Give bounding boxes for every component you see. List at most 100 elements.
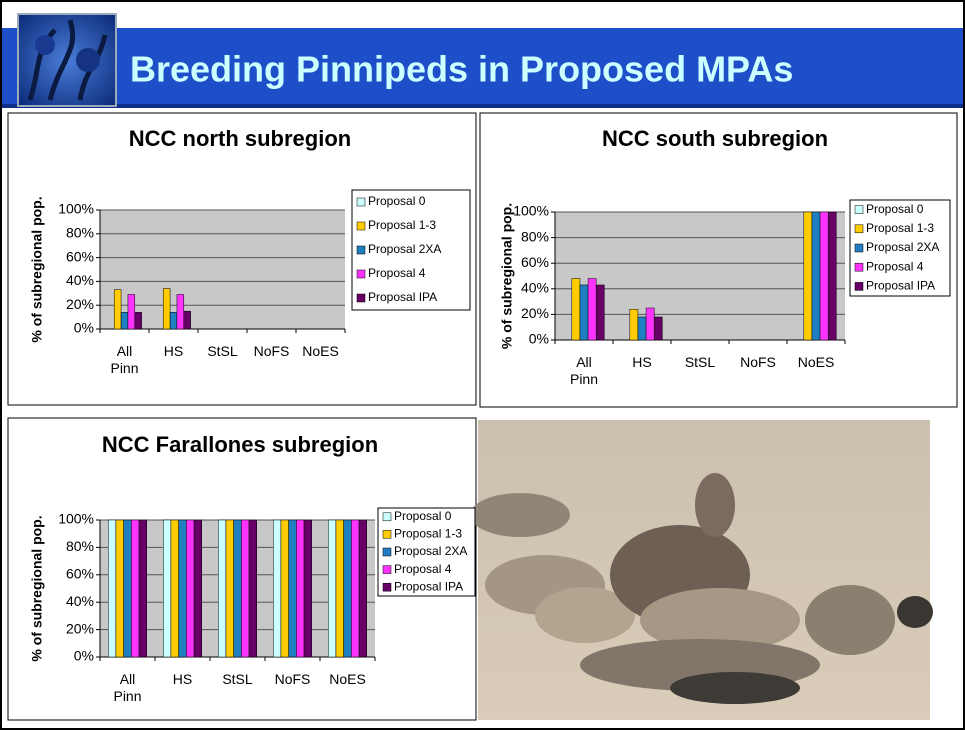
legend-label: Proposal 0 (394, 509, 452, 523)
chart-title: NCC south subregion (602, 126, 828, 151)
x-tick-label: All Pinn (569, 354, 599, 387)
bar (225, 519, 234, 658)
y-tick-label: 0% (74, 320, 94, 336)
legend-swatch (356, 221, 366, 231)
legend-swatch (854, 205, 864, 214)
x-tick-label: StSL (684, 354, 716, 370)
bar (273, 519, 282, 658)
y-tick-label: 40% (66, 593, 94, 609)
bar (629, 309, 639, 341)
bar (637, 316, 647, 341)
y-axis-label: % of subregional pop. (29, 515, 45, 661)
x-tick-label: NoFS (740, 354, 776, 370)
bar (183, 310, 191, 330)
bar (803, 211, 813, 341)
legend-label: Proposal IPA (866, 279, 935, 293)
bar (351, 519, 360, 658)
x-tick-label: HS (172, 671, 193, 687)
x-tick-label: HS (632, 354, 652, 370)
legend-box (849, 199, 951, 297)
legend-label: Proposal IPA (368, 290, 437, 304)
bar (819, 211, 829, 341)
legend-swatch (382, 512, 392, 522)
legend-swatch (382, 547, 392, 557)
legend-label: Proposal 4 (394, 562, 452, 576)
x-tick-label: NoES (302, 343, 339, 359)
legend-swatch (382, 565, 392, 574)
legend-swatch (854, 243, 864, 253)
bar (288, 519, 297, 658)
y-tick-label: 20% (521, 305, 549, 321)
bar (138, 519, 148, 658)
bar (123, 519, 132, 658)
bar (358, 519, 367, 658)
legend-swatch (382, 530, 392, 539)
y-tick-label: 80% (521, 228, 549, 244)
legend-label: Proposal 4 (368, 266, 426, 280)
bar (296, 519, 305, 658)
y-tick-label: 0% (529, 331, 549, 347)
bar (120, 312, 129, 330)
legend-label: Proposal 0 (368, 194, 426, 208)
bar (328, 519, 337, 658)
y-tick-label: 80% (66, 225, 94, 241)
bar (241, 519, 250, 658)
y-tick-label: 80% (66, 538, 94, 554)
header-image (17, 13, 117, 107)
bar (579, 284, 589, 341)
legend-swatch (356, 293, 366, 303)
y-tick-label: 20% (66, 620, 94, 636)
x-tick-label: StSL (222, 671, 253, 687)
legend-swatch (854, 282, 864, 291)
legend-swatch (382, 582, 392, 592)
plot-area (100, 210, 345, 329)
bar (131, 519, 140, 658)
chart-title: NCC north subregion (129, 126, 351, 151)
bar (653, 316, 663, 341)
slide-title: Breeding Pinnipeds in Proposed MPAs (130, 49, 793, 90)
bar (113, 289, 122, 330)
legend-swatch (854, 224, 864, 234)
bar (193, 519, 203, 658)
y-tick-label: 60% (521, 254, 549, 270)
legend-label: Proposal IPA (394, 579, 463, 593)
y-tick-label: 40% (521, 280, 549, 296)
legend-label: Proposal 2XA (368, 242, 441, 256)
bar (178, 519, 187, 658)
legend-label: Proposal 2XA (394, 544, 467, 558)
bar (248, 519, 258, 658)
bar (571, 278, 581, 341)
y-tick-label: 60% (66, 566, 94, 582)
bar (163, 519, 172, 658)
legend-swatch (356, 245, 366, 255)
bar (170, 519, 179, 658)
bar (218, 519, 227, 658)
header-band (2, 28, 963, 106)
bar (587, 278, 597, 341)
legend-label: Proposal 4 (866, 259, 924, 273)
bar (162, 288, 171, 330)
bar (280, 519, 289, 658)
bar (115, 519, 124, 658)
y-axis-label: % of subregional pop. (29, 196, 45, 342)
bar (186, 519, 195, 658)
bar (303, 519, 312, 658)
bar (811, 211, 821, 341)
x-tick-label: NoES (797, 354, 835, 370)
bar (134, 312, 142, 330)
legend-swatch (356, 197, 366, 207)
y-tick-label: 100% (58, 511, 94, 527)
y-tick-label: 60% (66, 248, 94, 264)
bar (827, 211, 837, 341)
x-tick-label: NoFS (253, 343, 290, 359)
legend-label: Proposal 1-3 (866, 221, 934, 235)
bar (645, 307, 655, 341)
y-axis-label: % of subregional pop. (499, 203, 515, 349)
legend-swatch (854, 262, 864, 272)
y-tick-label: 0% (74, 648, 94, 664)
x-tick-label: NoES (329, 671, 366, 687)
x-tick-label: All Pinn (113, 671, 142, 704)
header-rule (2, 104, 963, 108)
